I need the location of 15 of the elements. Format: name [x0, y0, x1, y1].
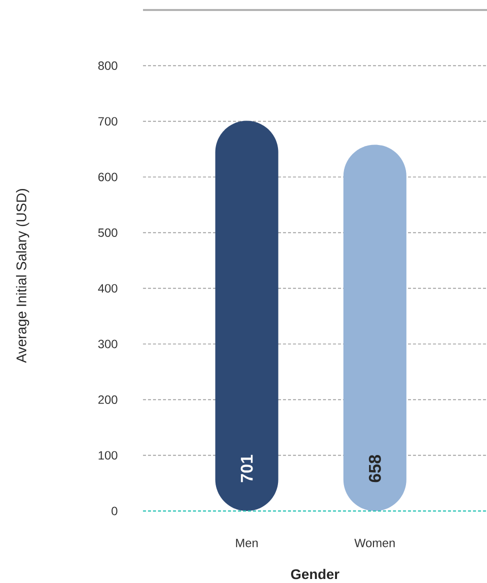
y-tick-label: 0 [112, 506, 118, 516]
y-tick-label: 500 [98, 228, 118, 237]
x-axis-title: Gender [291, 568, 340, 580]
x-tick-label: Men [236, 538, 258, 548]
x-tick-label: Women [354, 538, 395, 548]
data-label: 658 [368, 454, 381, 482]
y-tick-label: 700 [98, 117, 118, 126]
y-tick-label: 600 [98, 172, 118, 182]
y-tick-label: 200 [98, 395, 118, 404]
data-label: 701 [240, 454, 253, 482]
y-tick-label: 800 [98, 61, 118, 70]
y-axis-title: Average Initial Salary (USD) [16, 189, 30, 363]
y-tick-label: 100 [98, 451, 118, 460]
y-tick-label: 300 [98, 340, 118, 348]
y-tick-label: 400 [98, 284, 118, 293]
